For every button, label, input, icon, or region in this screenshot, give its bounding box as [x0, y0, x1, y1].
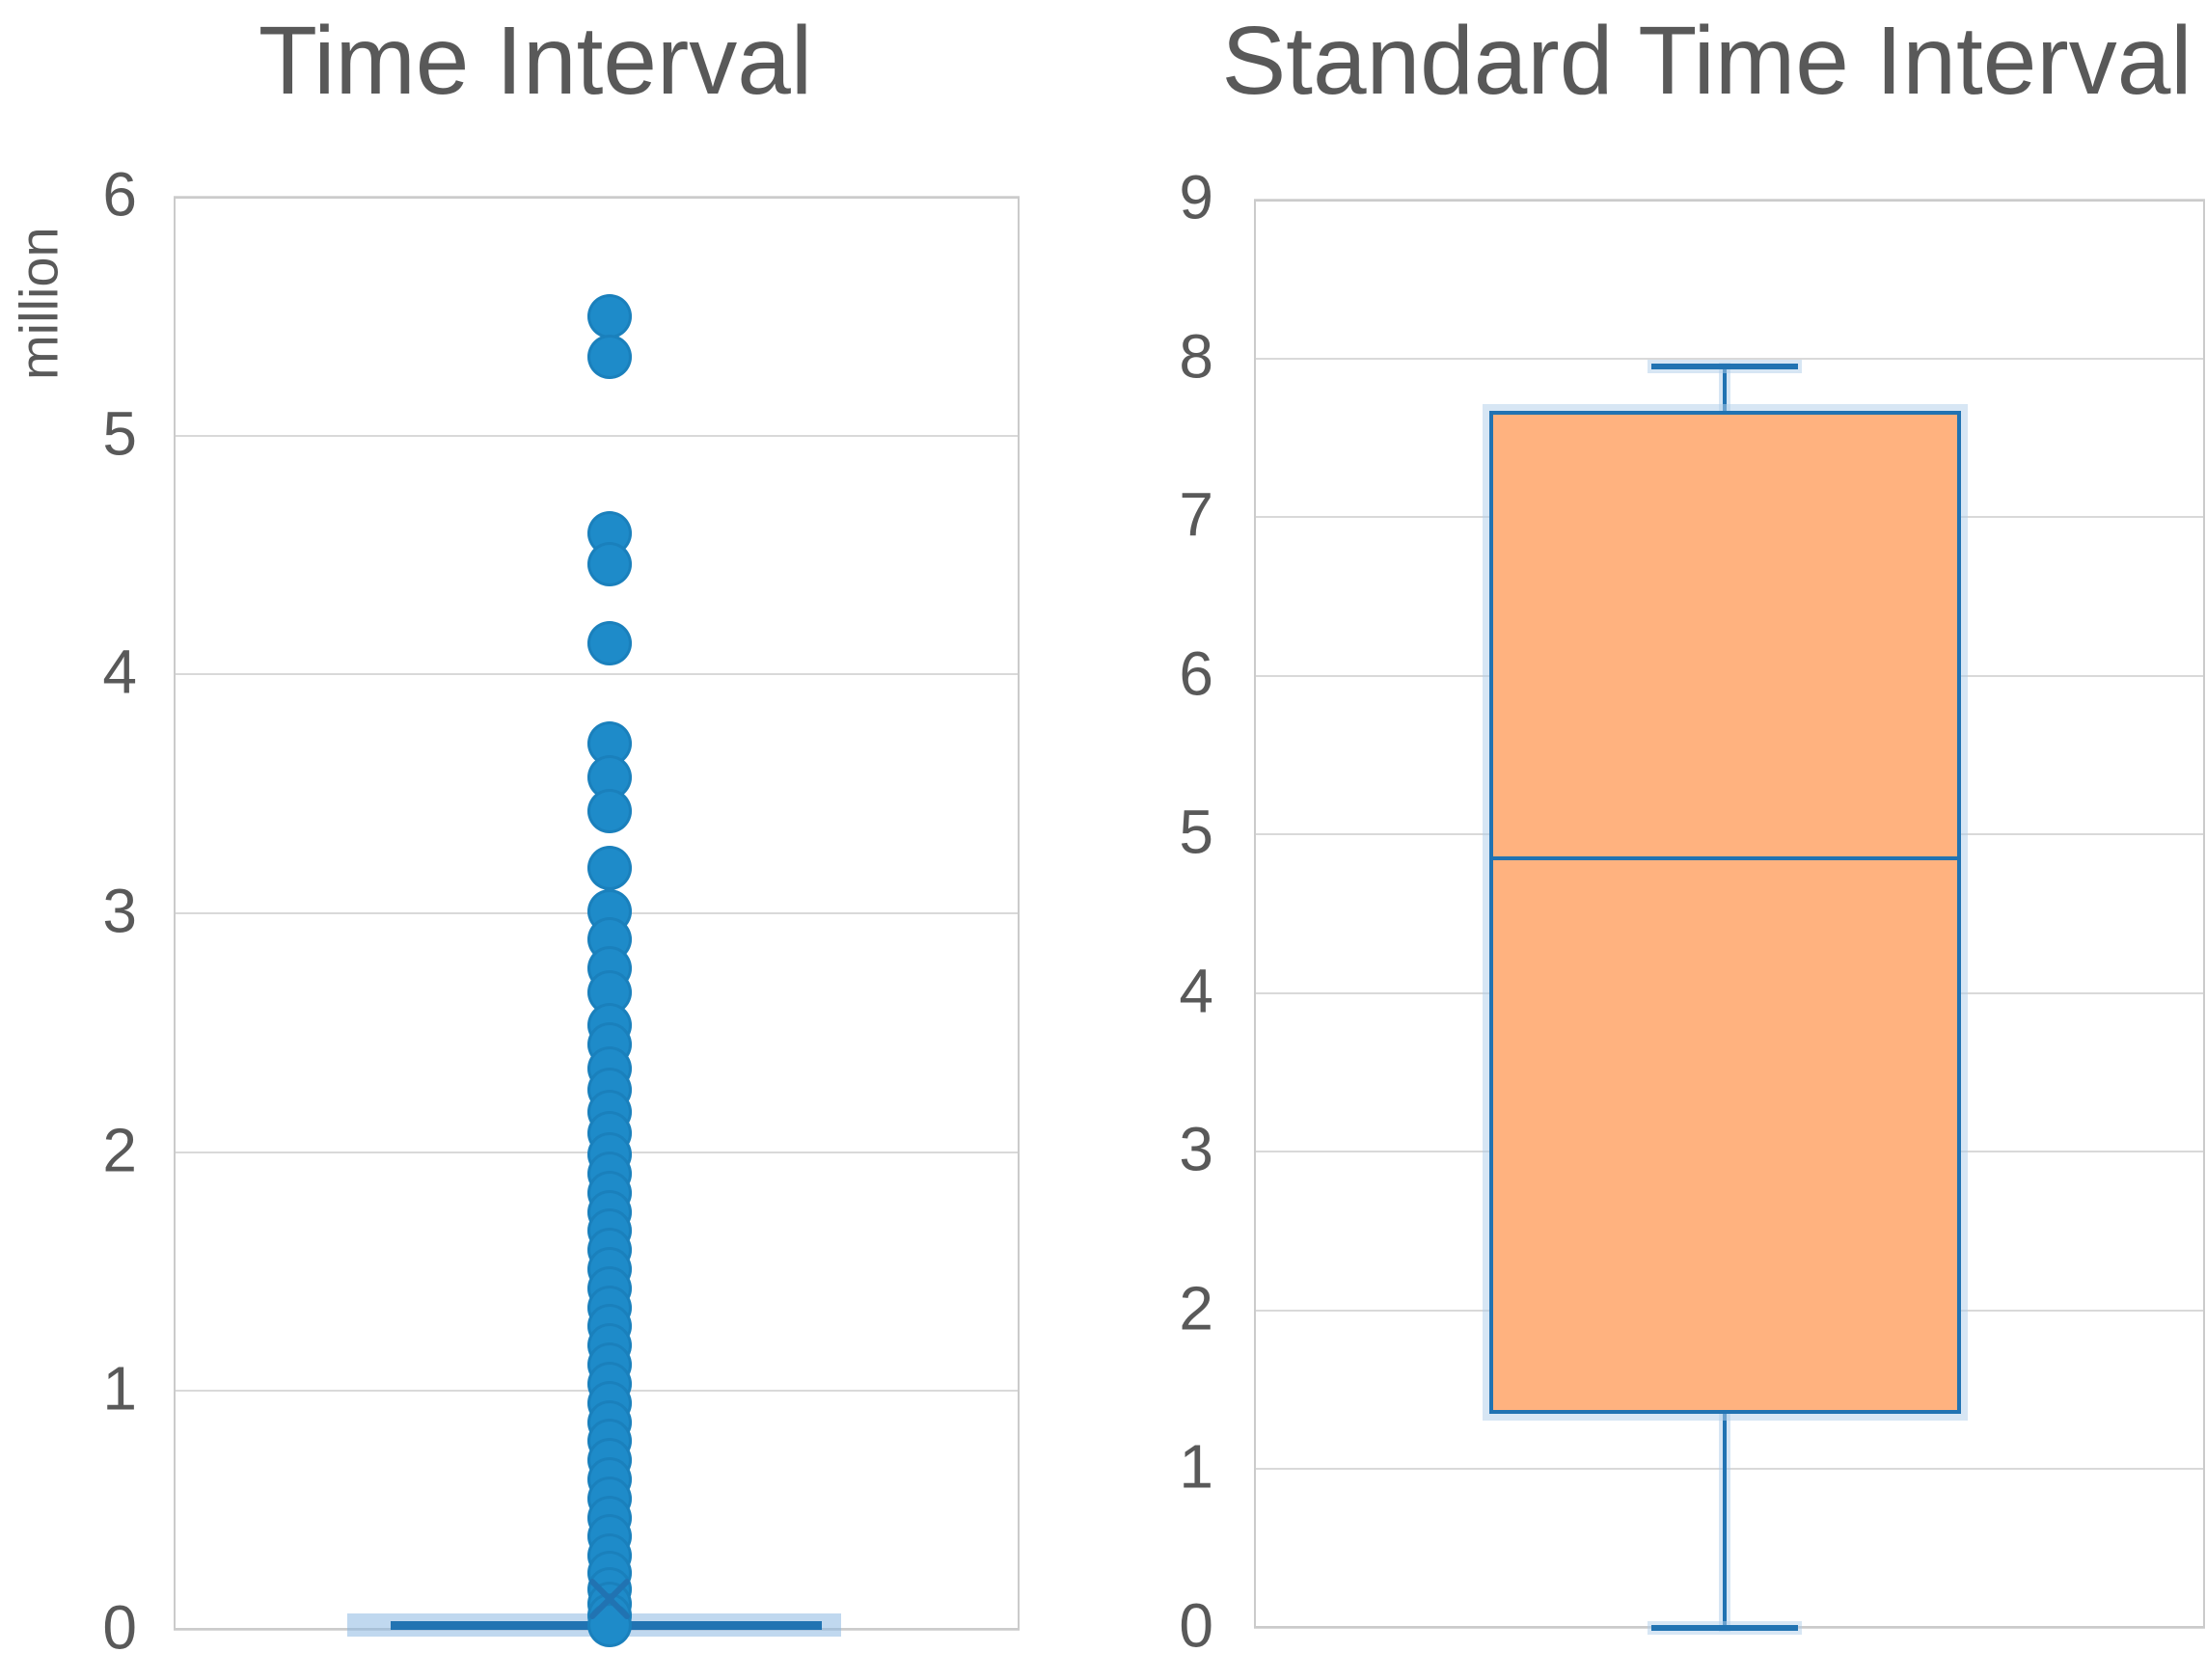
outlier-dot[interactable]	[587, 542, 632, 587]
gridline	[174, 434, 1020, 437]
outlier-dot[interactable]	[587, 788, 632, 833]
y-tick-label: 1	[102, 1353, 137, 1423]
outlier-dot[interactable]	[587, 334, 632, 379]
gridline	[174, 673, 1020, 676]
upper-whisker-cap[interactable]	[1651, 363, 1798, 369]
box[interactable]	[1489, 410, 1961, 1414]
outlier-dot[interactable]	[587, 621, 632, 666]
y-tick-label: 8	[1179, 320, 1213, 391]
outlier-dot[interactable]	[587, 845, 632, 890]
y-tick-label: 4	[1179, 956, 1213, 1026]
gridline	[1254, 357, 2205, 360]
mean-marker-x[interactable]	[586, 1576, 633, 1622]
y-tick-label: 3	[102, 876, 137, 946]
y-tick-label: 2	[102, 1115, 137, 1185]
y-tick-label: 7	[1179, 479, 1213, 550]
median-line[interactable]	[1489, 855, 1961, 860]
gridline	[1254, 1468, 2205, 1471]
y-tick-label: 0	[1179, 1590, 1213, 1661]
y-tick-label: 1	[1179, 1431, 1213, 1502]
y-tick-label: 5	[102, 398, 137, 469]
chart-title: Time Interval	[258, 6, 813, 115]
y-tick-label: 9	[1179, 162, 1213, 232]
chart-title: Standard Time Interval	[1221, 6, 2192, 115]
lower-whisker-cap[interactable]	[1651, 1625, 1798, 1631]
outlier-dot[interactable]	[587, 293, 632, 339]
y-tick-label: 4	[102, 637, 137, 707]
y-tick-label: 6	[1179, 638, 1213, 709]
y-tick-label: 6	[102, 159, 137, 230]
y-tick-label: 0	[102, 1592, 137, 1663]
y-tick-label: 2	[1179, 1273, 1213, 1343]
lower-whisker[interactable]	[1723, 1413, 1727, 1628]
y-tick-label: 5	[1179, 797, 1213, 867]
y-tick-label: 3	[1179, 1114, 1213, 1184]
upper-whisker[interactable]	[1723, 366, 1727, 411]
